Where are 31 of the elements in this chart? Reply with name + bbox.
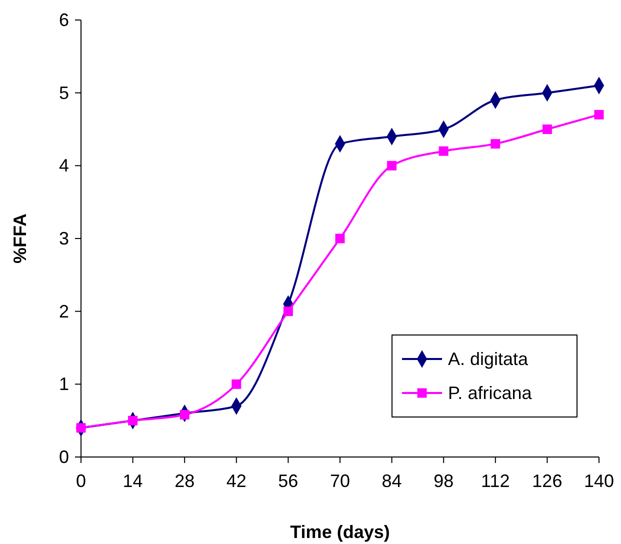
x-tick-label: 84: [382, 471, 402, 491]
point: [335, 234, 345, 244]
y-tick-label: 3: [58, 228, 69, 248]
point: [180, 410, 190, 420]
point: [594, 110, 604, 120]
y-axis-title: %FFA: [10, 213, 30, 264]
x-tick-label: 56: [278, 471, 298, 491]
y-tick-label: 0: [58, 447, 69, 467]
x-tick-label: 70: [330, 471, 350, 491]
y-tick-label: 5: [58, 82, 69, 103]
x-tick-label: 126: [532, 471, 562, 491]
point: [387, 160, 397, 170]
x-tick-label: 14: [122, 471, 143, 491]
y-tick-label: 1: [58, 374, 69, 394]
point: [283, 306, 293, 316]
y-tick-label: 4: [58, 156, 69, 176]
x-tick-label: 0: [76, 471, 86, 491]
x-tick-label: 98: [434, 471, 454, 491]
point: [232, 379, 242, 389]
x-tick-label: 28: [174, 471, 195, 491]
legend-label: A. digitata: [448, 349, 530, 369]
legend-label: P. africana: [448, 383, 533, 403]
x-tick-label: 140: [584, 471, 614, 491]
x-axis-title: Time (days): [290, 522, 390, 542]
y-tick-label: 6: [58, 10, 69, 30]
point: [490, 139, 500, 149]
point: [438, 146, 448, 156]
x-tick-label: 112: [481, 471, 510, 491]
y-tick-label: 2: [58, 301, 69, 322]
point: [542, 124, 552, 134]
x-tick-label: 42: [226, 471, 246, 491]
